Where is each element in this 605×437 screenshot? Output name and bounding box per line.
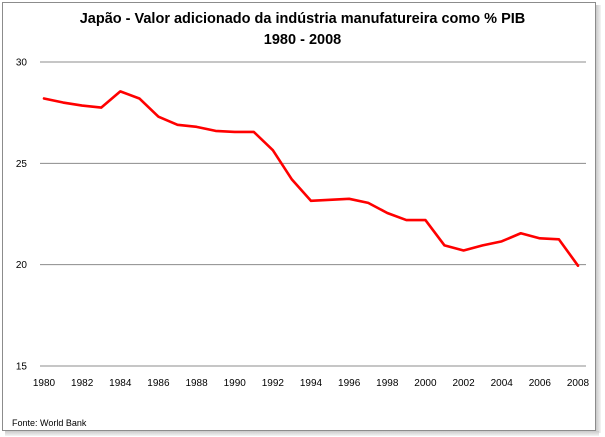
x-tick-label-1996: 1996: [338, 378, 361, 389]
data-point-1991: [252, 131, 255, 134]
data-point-1987: [176, 124, 179, 127]
x-tick-label-2002: 2002: [452, 378, 475, 389]
source-note: Fonte: World Bank: [12, 418, 87, 428]
data-point-1992: [272, 149, 275, 152]
data-point-1995: [329, 199, 332, 202]
x-tick-label-2004: 2004: [491, 378, 514, 389]
x-tick-label-1986: 1986: [147, 378, 170, 389]
x-tick-label-2000: 2000: [414, 378, 437, 389]
data-point-1981: [62, 101, 65, 104]
x-tick-label-1998: 1998: [376, 378, 399, 389]
data-point-1984: [119, 90, 122, 93]
chart-subtitle: 1980 - 2008: [263, 32, 342, 48]
data-point-2002: [462, 249, 465, 252]
chart-title: Japão - Valor adicionado da indústria ma…: [79, 11, 526, 27]
data-point-1999: [405, 219, 408, 222]
x-tick-label-1992: 1992: [262, 378, 285, 389]
data-point-1998: [386, 212, 389, 215]
chart-frame: [2, 2, 596, 431]
x-tick-label-1988: 1988: [185, 378, 208, 389]
data-point-1985: [138, 97, 141, 100]
x-tick-label-1990: 1990: [224, 378, 247, 389]
series-line-0: [42, 90, 580, 267]
data-point-1986: [157, 115, 160, 118]
data-point-2005: [519, 232, 522, 235]
data-point-1983: [100, 106, 103, 109]
y-tick-label-25: 25: [16, 159, 28, 170]
x-tick-label-1980: 1980: [33, 378, 56, 389]
data-point-1990: [233, 131, 236, 134]
data-point-1982: [81, 104, 84, 107]
x-tick-label-2008: 2008: [567, 378, 590, 389]
data-point-1996: [348, 198, 351, 201]
data-point-1988: [195, 126, 198, 129]
data-point-2008: [577, 264, 580, 267]
data-point-2001: [443, 244, 446, 247]
x-tick-label-1984: 1984: [109, 378, 132, 389]
y-tick-label-20: 20: [16, 260, 28, 271]
y-tick-label-15: 15: [16, 362, 28, 373]
data-point-2006: [539, 237, 542, 240]
data-point-1997: [367, 202, 370, 205]
x-tick-label-1982: 1982: [71, 378, 94, 389]
frame-shadow-right: [596, 5, 601, 433]
data-point-2000: [424, 219, 427, 222]
x-tick-label-1994: 1994: [300, 378, 323, 389]
x-tick-label-2006: 2006: [529, 378, 552, 389]
data-point-2003: [481, 244, 484, 247]
data-point-2004: [500, 240, 503, 243]
data-point-1994: [310, 200, 313, 203]
y-tick-label-30: 30: [16, 58, 28, 69]
data-point-2007: [558, 238, 561, 241]
data-point-1989: [214, 130, 217, 133]
data-point-1980: [43, 97, 46, 100]
frame-shadow-bottom: [5, 431, 599, 436]
data-point-1993: [291, 178, 294, 181]
